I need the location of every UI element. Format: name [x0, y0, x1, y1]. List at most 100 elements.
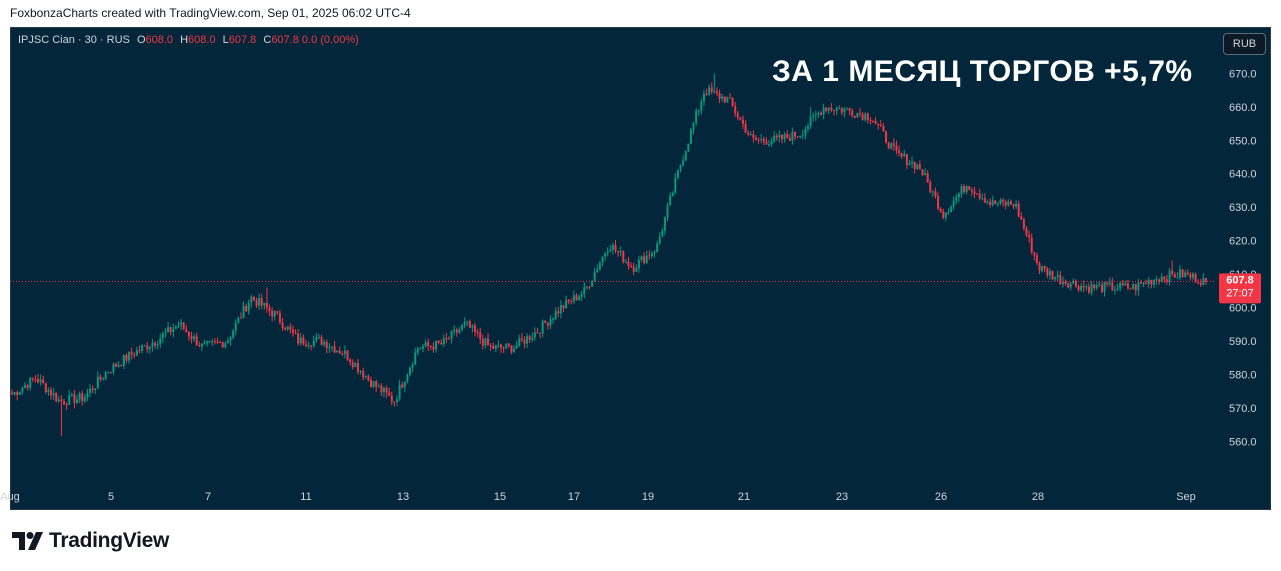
candle-down [198, 341, 201, 348]
candle-down [390, 391, 393, 406]
candle-up [174, 325, 177, 330]
candle-up [416, 346, 419, 356]
candle-up [1152, 279, 1155, 289]
candle-up [1113, 285, 1116, 295]
candle-down [1074, 279, 1077, 288]
candle-up [208, 340, 211, 344]
candle-down [536, 327, 539, 334]
candle-up [505, 343, 508, 350]
candle-down [115, 362, 118, 368]
chart-panel[interactable] [10, 27, 1271, 510]
candle-down [1004, 199, 1007, 210]
candle-up [996, 201, 999, 207]
candle-down [221, 341, 224, 349]
candle-up [663, 216, 666, 236]
candle-up [18, 391, 21, 396]
candle-up [377, 383, 380, 388]
candle-down [934, 187, 937, 199]
candle-up [232, 328, 235, 340]
candle-down [268, 304, 271, 317]
candle-down [73, 389, 76, 409]
candle-up [526, 333, 529, 349]
candle-up [29, 377, 32, 391]
candle-down [31, 377, 34, 382]
x-tick-label: 19 [642, 491, 654, 503]
candle-up [650, 250, 653, 259]
candle-up [424, 339, 427, 348]
candle-up [76, 395, 79, 405]
candle-down [375, 379, 378, 392]
candle-up [924, 168, 927, 176]
candle-down [310, 344, 313, 351]
candle-up [237, 316, 240, 324]
candle-up [450, 330, 453, 344]
candle-up [931, 190, 934, 198]
candle-down [1028, 230, 1031, 243]
candle-down [705, 88, 708, 96]
candle-up [471, 324, 474, 333]
candle-down [632, 262, 635, 276]
candle-up [518, 334, 521, 347]
candle-down [622, 250, 625, 264]
candle-down [1189, 271, 1192, 281]
candle-up [513, 344, 516, 353]
candle-up [916, 163, 919, 170]
candle-up [242, 301, 245, 319]
candle-up [83, 394, 86, 403]
candle-up [494, 344, 497, 352]
candle-down [825, 106, 828, 113]
candle-down [63, 398, 66, 406]
candle-up [172, 323, 175, 338]
candle-up [177, 321, 180, 329]
candle-down [848, 107, 851, 116]
candle-up [122, 354, 125, 370]
candle-down [754, 135, 757, 141]
candle-up [24, 381, 27, 389]
candle-down [50, 386, 53, 400]
candle-down [937, 192, 940, 211]
symbol-name[interactable]: IPJSC Cian · 30 · RUS [18, 34, 130, 46]
x-tick-label: 7 [205, 491, 211, 503]
candle-up [180, 318, 183, 331]
candle-up [364, 375, 367, 379]
candle-up [778, 130, 781, 143]
candle-down [380, 383, 383, 397]
candle-down [338, 346, 341, 354]
candle-up [981, 193, 984, 201]
candle-up [330, 346, 333, 352]
candle-down [369, 376, 372, 388]
candle-down [297, 329, 300, 347]
candle-up [229, 336, 232, 346]
candle-down [216, 337, 219, 344]
candle-up [1160, 273, 1163, 283]
candle-up [676, 169, 679, 180]
candle-up [117, 361, 120, 368]
currency-button[interactable]: RUB [1223, 33, 1266, 55]
candle-up [658, 232, 661, 245]
candle-up [700, 98, 703, 115]
change-value: 0.0 (0.00%) [301, 34, 359, 46]
tradingview-brand[interactable]: TradingView [12, 529, 169, 553]
candle-up [89, 384, 92, 397]
y-tick-label: 580.0 [1229, 369, 1257, 381]
x-tick-label: 11 [300, 491, 311, 503]
candle-down [169, 326, 172, 336]
candle-up [104, 370, 107, 381]
low-label: L [222, 34, 229, 46]
candle-up [1155, 276, 1158, 285]
high-label: H [180, 34, 189, 46]
candle-down [1165, 274, 1168, 285]
candle-down [866, 112, 869, 124]
candle-down [195, 332, 198, 346]
candle-down [968, 185, 971, 191]
candle-up [580, 290, 583, 302]
candle-down [879, 119, 882, 127]
candle-down [731, 97, 734, 108]
candle-up [1103, 281, 1106, 297]
candle-down [567, 298, 570, 305]
candle-up [1202, 273, 1205, 286]
candle-down [448, 336, 451, 340]
candle-up [1142, 281, 1145, 288]
candle-down [1002, 198, 1005, 207]
